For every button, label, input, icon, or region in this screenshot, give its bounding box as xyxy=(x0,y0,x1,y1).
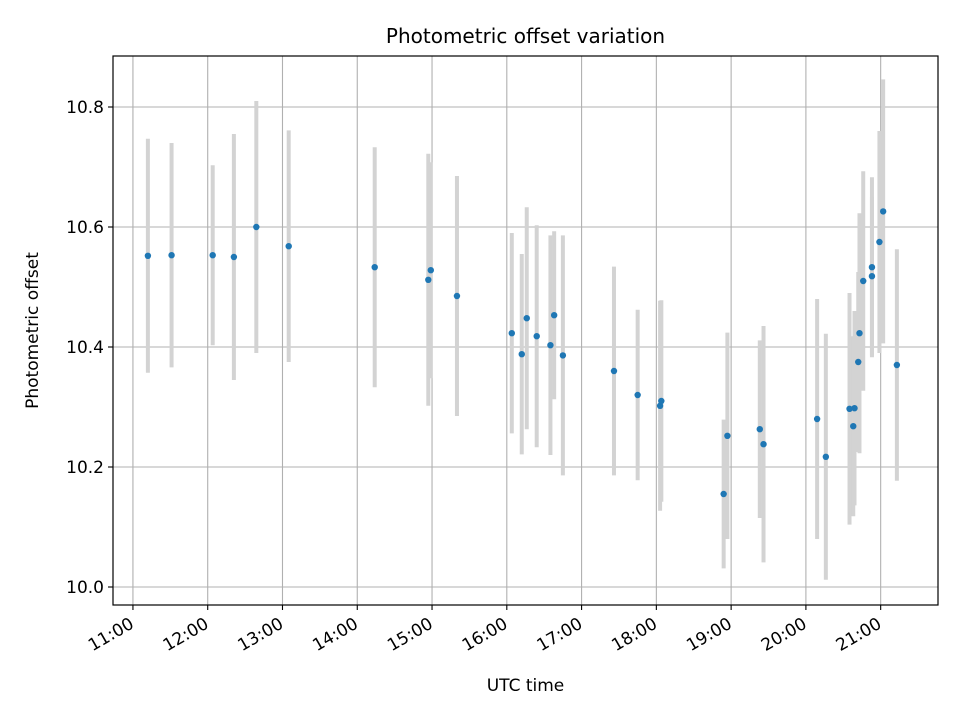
data-point xyxy=(656,402,664,409)
data-point xyxy=(724,432,731,439)
y-axis-title: Photometric offset xyxy=(23,252,43,409)
data-point xyxy=(533,333,540,340)
data-point xyxy=(209,252,216,259)
data-point xyxy=(285,243,292,250)
data-point xyxy=(851,405,858,412)
y-tick-label: 10.8 xyxy=(66,98,104,118)
y-tick-label: 10.6 xyxy=(66,218,104,238)
data-point xyxy=(508,330,515,337)
y-tick-label: 10.2 xyxy=(66,458,104,478)
data-point xyxy=(850,423,857,430)
data-point xyxy=(813,415,821,423)
data-point xyxy=(756,426,763,433)
marker-layer xyxy=(144,208,901,498)
plot-frame xyxy=(112,55,939,606)
y-tick-label: 10.4 xyxy=(66,338,104,358)
data-point xyxy=(425,276,432,283)
x-axis-title: UTC time xyxy=(487,676,565,696)
data-point xyxy=(518,351,525,358)
data-point xyxy=(230,253,238,261)
data-point xyxy=(550,312,558,319)
data-point xyxy=(610,367,618,375)
data-point xyxy=(822,453,830,460)
data-point xyxy=(453,292,461,300)
y-tick-label: 10.0 xyxy=(66,578,104,598)
data-point xyxy=(868,264,876,271)
data-point xyxy=(720,490,727,498)
data-point xyxy=(860,277,867,285)
data-point xyxy=(893,361,901,369)
data-point xyxy=(144,252,152,259)
data-point xyxy=(846,405,853,412)
data-point xyxy=(634,391,641,399)
data-point xyxy=(855,358,862,366)
data-point xyxy=(876,238,883,246)
data-point xyxy=(658,397,665,405)
data-point xyxy=(168,252,175,259)
data-point xyxy=(547,342,554,349)
data-point xyxy=(879,208,887,215)
data-point xyxy=(427,267,434,274)
data-point xyxy=(253,223,260,231)
data-point xyxy=(559,352,567,359)
data-point xyxy=(868,273,876,280)
chart-title: Photometric offset variation xyxy=(386,24,665,48)
data-point xyxy=(856,330,863,337)
data-point xyxy=(371,264,378,271)
data-point xyxy=(523,315,530,322)
data-point xyxy=(760,441,767,448)
